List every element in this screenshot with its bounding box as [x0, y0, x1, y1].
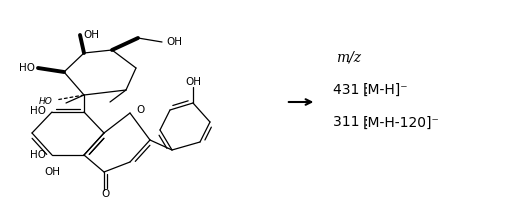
Text: OH: OH	[44, 167, 60, 177]
Text: HO: HO	[19, 63, 35, 73]
Text: OH: OH	[185, 77, 200, 87]
Text: OH: OH	[166, 37, 182, 47]
Text: m/z: m/z	[336, 50, 361, 64]
Text: O: O	[136, 105, 144, 115]
Text: [M-H]⁻: [M-H]⁻	[362, 83, 408, 97]
Text: O: O	[102, 189, 110, 199]
Text: 431 :: 431 :	[332, 83, 372, 97]
Text: OH: OH	[83, 30, 99, 40]
Text: HO: HO	[39, 98, 53, 106]
Text: [M-H-120]⁻: [M-H-120]⁻	[362, 115, 439, 129]
Text: HO: HO	[30, 150, 46, 160]
Text: 311 :: 311 :	[332, 115, 372, 129]
Text: HO: HO	[30, 106, 46, 116]
